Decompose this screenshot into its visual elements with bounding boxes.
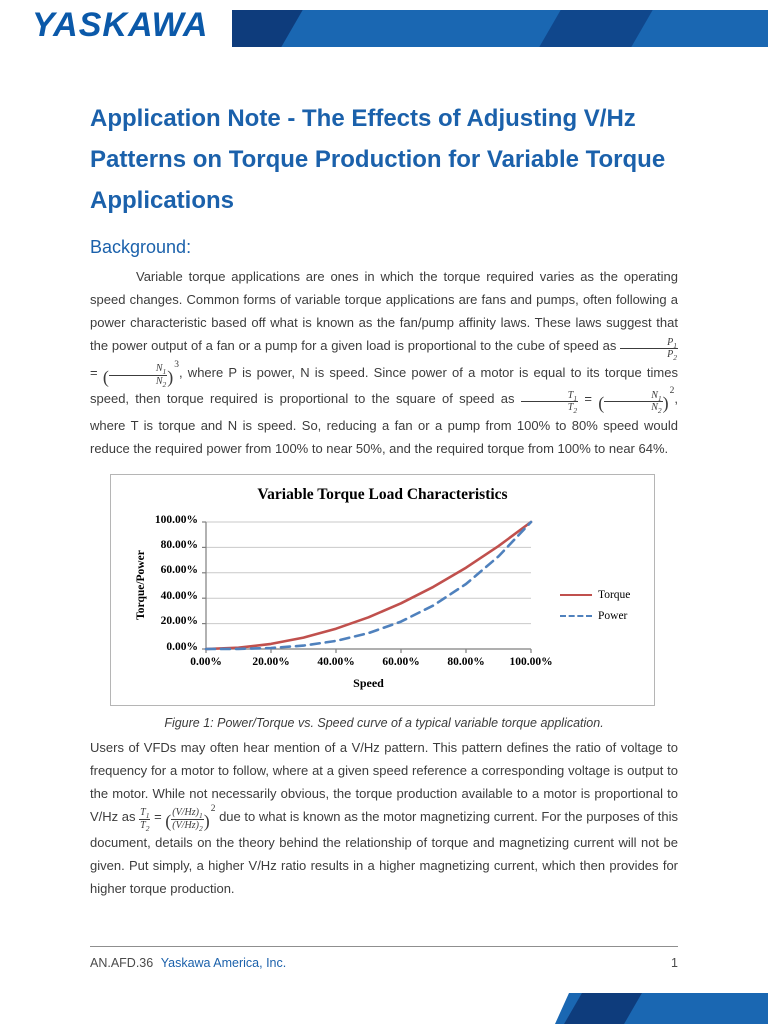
page-footer: AN.AFD.36 Yaskawa America, Inc. 1: [90, 946, 678, 970]
page-number: 1: [671, 956, 678, 970]
math-fraction: (V/Hz)1 (V/Hz)2: [171, 807, 204, 833]
document-content: Application Note - The Effects of Adjust…: [90, 0, 678, 900]
series-torque-curve: [204, 520, 533, 650]
title-line: Application Note - The Effects of Adjust…: [90, 105, 636, 132]
figure-chart: Variable Torque Load Characteristics Tor…: [110, 473, 655, 706]
math-fraction: T1 T2: [520, 390, 579, 414]
legend-label: Torque: [598, 588, 631, 601]
x-tick-label: 0.00%: [190, 655, 222, 668]
title-line: Patterns on Torque Production for Variab…: [90, 146, 666, 173]
y-tick-label: 40.00%: [160, 589, 198, 602]
figure-caption: Figure 1: Power/Torque vs. Speed curve o…: [164, 715, 604, 730]
math-expression: (N1 N2)3: [102, 359, 179, 389]
footer-ribbon: [555, 993, 768, 1024]
x-tick-label: 100.00%: [509, 655, 553, 668]
legend-item-torque: Torque: [560, 589, 630, 601]
company-link[interactable]: Yaskawa America, Inc.: [160, 956, 287, 970]
chart-legend: Torque Power: [560, 589, 630, 631]
ribbon-accent-shape: [560, 993, 646, 1024]
y-tick-label: 60.00%: [160, 564, 198, 577]
legend-label: Power: [598, 609, 628, 622]
legend-line-sample: [560, 614, 592, 617]
math-expression: ((V/Hz)1 (V/Hz)2)2: [165, 803, 216, 833]
legend-line-sample: [560, 593, 592, 596]
series-power-curve: [204, 520, 533, 650]
header-ribbon: [232, 10, 768, 47]
chart-plot: [202, 520, 533, 653]
section-heading-background: Background:: [90, 237, 192, 257]
math-expression: (N1 N2)2: [598, 386, 675, 415]
y-tick-label: 0.00%: [166, 640, 198, 653]
y-tick-label: 100.00%: [154, 513, 198, 526]
title-line: Applications: [90, 187, 235, 214]
footer-left: AN.AFD.36 Yaskawa America, Inc.: [90, 956, 286, 970]
chart-x-axis-label: Speed: [353, 675, 384, 690]
y-tick-label: 20.00%: [160, 615, 198, 628]
paragraph-vhz: Users of VFDs may often hear mention of …: [90, 739, 678, 897]
chart-y-axis-label: Torque/Power: [135, 549, 147, 620]
x-tick-label: 20.00%: [252, 655, 290, 668]
document-title: Application Note - The Effects of Adjust…: [90, 98, 678, 221]
math-fraction: P1 P2: [620, 337, 678, 361]
paragraph-background: Variable torque applications are ones in…: [90, 269, 678, 456]
y-tick-label: 80.00%: [160, 538, 198, 551]
x-tick-label: 80.00%: [447, 655, 485, 668]
legend-item-power: Power: [560, 610, 630, 622]
x-tick-label: 40.00%: [317, 655, 355, 668]
math-fraction: N1 N2: [108, 363, 168, 388]
chart-title: Variable Torque Load Characteristics: [257, 485, 508, 503]
math-fraction: T1 T2: [139, 807, 151, 833]
yaskawa-logo: YASKAWA: [32, 6, 209, 44]
math-fraction: N1 N2: [604, 390, 663, 414]
x-tick-label: 60.00%: [382, 655, 420, 668]
doc-number: AN.AFD.36: [90, 956, 154, 970]
